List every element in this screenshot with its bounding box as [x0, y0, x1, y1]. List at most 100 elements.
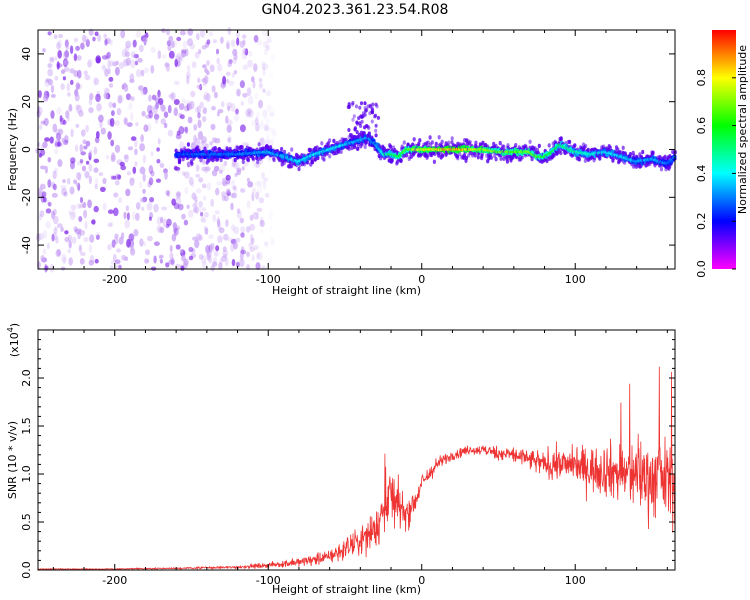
spectrogram-ridge-halo: [473, 153, 477, 158]
spectrogram-ridge-halo: [464, 158, 468, 163]
spectrogram-noise-blob: [165, 190, 170, 196]
spectrogram-noise-blob: [87, 59, 93, 68]
spectrogram-noise-blob: [142, 86, 148, 95]
spectrogram-noise-blob: [52, 123, 58, 133]
spectrogram-spike-blob: [360, 119, 364, 124]
spectrogram-noise-blob: [135, 30, 142, 38]
spectrogram-noise-blob: [68, 240, 72, 249]
spectrogram-ridge-halo: [547, 143, 551, 148]
spectrogram-noise-blob: [187, 38, 193, 47]
spectrogram-noise-blob: [148, 177, 154, 186]
spectrogram-noise-blob: [180, 264, 185, 271]
colorbar-tick-label: 0.4: [695, 165, 708, 183]
spectrogram-noise-blob: [181, 98, 187, 106]
spectrogram-noise-blob: [255, 191, 260, 200]
spectrogram-noise-blob: [179, 30, 186, 36]
spectrogram-ridge-halo: [494, 143, 498, 149]
spectrogram-noise-blob: [53, 227, 58, 235]
spectrogram-ridge-halo: [316, 155, 320, 161]
spectrogram-noise-blob: [43, 248, 46, 255]
spectrogram-ridge-halo: [437, 135, 441, 140]
spectrogram-noise-blob: [198, 177, 204, 183]
spectrogram-ridge-halo: [352, 144, 356, 150]
spectrogram-noise-blob: [129, 73, 135, 82]
spectrogram-ridge-halo: [347, 146, 351, 152]
spectrogram-noise-blob: [167, 190, 171, 197]
spectrogram-ridge-halo: [628, 152, 633, 157]
spectrogram-noise-blob: [174, 55, 181, 60]
spectrogram-noise-blob: [258, 251, 263, 261]
spectrogram-noise-blob: [258, 83, 263, 89]
spectrogram-noise-blob: [113, 192, 119, 198]
spectrogram-noise-blob: [183, 105, 189, 112]
spectrogram-noise-blob: [120, 232, 125, 240]
spectrogram-noise-blob: [227, 26, 232, 36]
spectrogram-noise-blob: [191, 61, 197, 69]
spectrogram-noise-blob: [79, 144, 84, 153]
spectrogram-noise-blob: [94, 77, 100, 86]
spectrogram-noise-blob: [130, 96, 135, 102]
spectrogram-x-axis-label: Height of straight line (km): [272, 284, 421, 297]
spectrogram-noise-blob: [53, 208, 57, 216]
spectrogram-noise-blob: [153, 255, 157, 264]
spectrogram-ridge-halo: [282, 149, 287, 155]
spectrogram-noise-blob: [88, 175, 92, 185]
spectrogram-noise-blob: [130, 177, 135, 182]
spectrogram-noise-blob: [147, 235, 153, 242]
spectrogram-noise-blob: [45, 208, 52, 214]
spectrogram-ridge-halo: [290, 147, 294, 152]
spectrogram-noise-blob: [45, 221, 51, 229]
spectrogram-noise-blob: [69, 186, 75, 195]
spectrogram-noise-blob: [76, 172, 81, 180]
spectrogram-noise-blob: [64, 135, 69, 144]
spectrogram-noise-blob: [216, 216, 221, 225]
spectrogram-noise-blob: [223, 160, 228, 167]
spectrogram-noise-blob: [106, 51, 111, 59]
spectrogram-noise-blob: [150, 151, 154, 157]
spectrogram-noise-blob: [41, 191, 47, 198]
spectrogram-ridge-halo: [493, 153, 497, 159]
spectrogram-noise-blob: [60, 184, 67, 191]
spectrogram-noise-blob: [194, 51, 200, 59]
spectrogram-noise-blob: [176, 52, 182, 62]
spectrogram-noise-blob: [93, 205, 99, 213]
spectrogram-noise-blob: [42, 230, 48, 239]
spectrogram-noise-blob: [105, 37, 111, 45]
spectrogram-noise-blob: [194, 195, 198, 203]
snr-plot-area: [38, 330, 675, 570]
spectrogram-noise-blob: [133, 53, 139, 59]
spectrogram-noise-blob: [82, 201, 87, 209]
spectrogram-ridge-halo: [530, 156, 534, 162]
spectrogram-noise-blob: [69, 68, 75, 74]
spectrogram-noise-blob: [228, 80, 235, 87]
spectrogram-noise-blob: [123, 84, 129, 92]
spectrogram-noise-blob: [161, 206, 168, 211]
spectrogram-ridge-halo: [339, 149, 343, 154]
spectrogram-noise-blob: [103, 33, 107, 39]
spectrogram-noise-blob: [103, 92, 109, 100]
spectrogram-noise-blob: [198, 200, 203, 208]
colorbar-ticks: 0.0 0.2 0.4 0.6 0.8: [695, 69, 736, 278]
spectrogram-noise-blob: [256, 207, 263, 212]
spectrogram-ridge-halo: [468, 140, 472, 145]
spectrogram-ridge-halo: [632, 153, 636, 158]
spectrogram-noise-blob: [197, 105, 201, 114]
snr-y-tick-label: 1.0: [20, 465, 33, 483]
spectrogram-noise-blob: [118, 94, 124, 104]
spectrogram-noise-blob: [56, 41, 61, 50]
spectrogram-noise-blob: [112, 102, 117, 109]
snr-panel: -200 -100 0 100 0.0 0.5 1.0 1.5 2.0 Height of st…: [6, 323, 676, 596]
spectrogram-noise-blob: [239, 124, 246, 133]
spectrogram-noise-blob: [75, 123, 80, 128]
spectrogram-noise-blob: [42, 94, 49, 102]
snr-y-multiplier-exp: 4: [6, 327, 15, 332]
spectrogram-ridge-halo: [458, 152, 462, 157]
spectrogram-noise-blob: [258, 77, 263, 83]
spectrogram-noise-blob: [186, 204, 190, 209]
spectrogram-spike-blob: [370, 107, 374, 111]
spectrogram-noise-blob: [129, 177, 135, 186]
spectrogram-spike-blob: [347, 135, 351, 139]
spectrogram-noise-blob: [256, 211, 260, 221]
spectrogram-noise-blob: [266, 35, 272, 44]
spectrogram-noise-blob: [226, 124, 232, 133]
